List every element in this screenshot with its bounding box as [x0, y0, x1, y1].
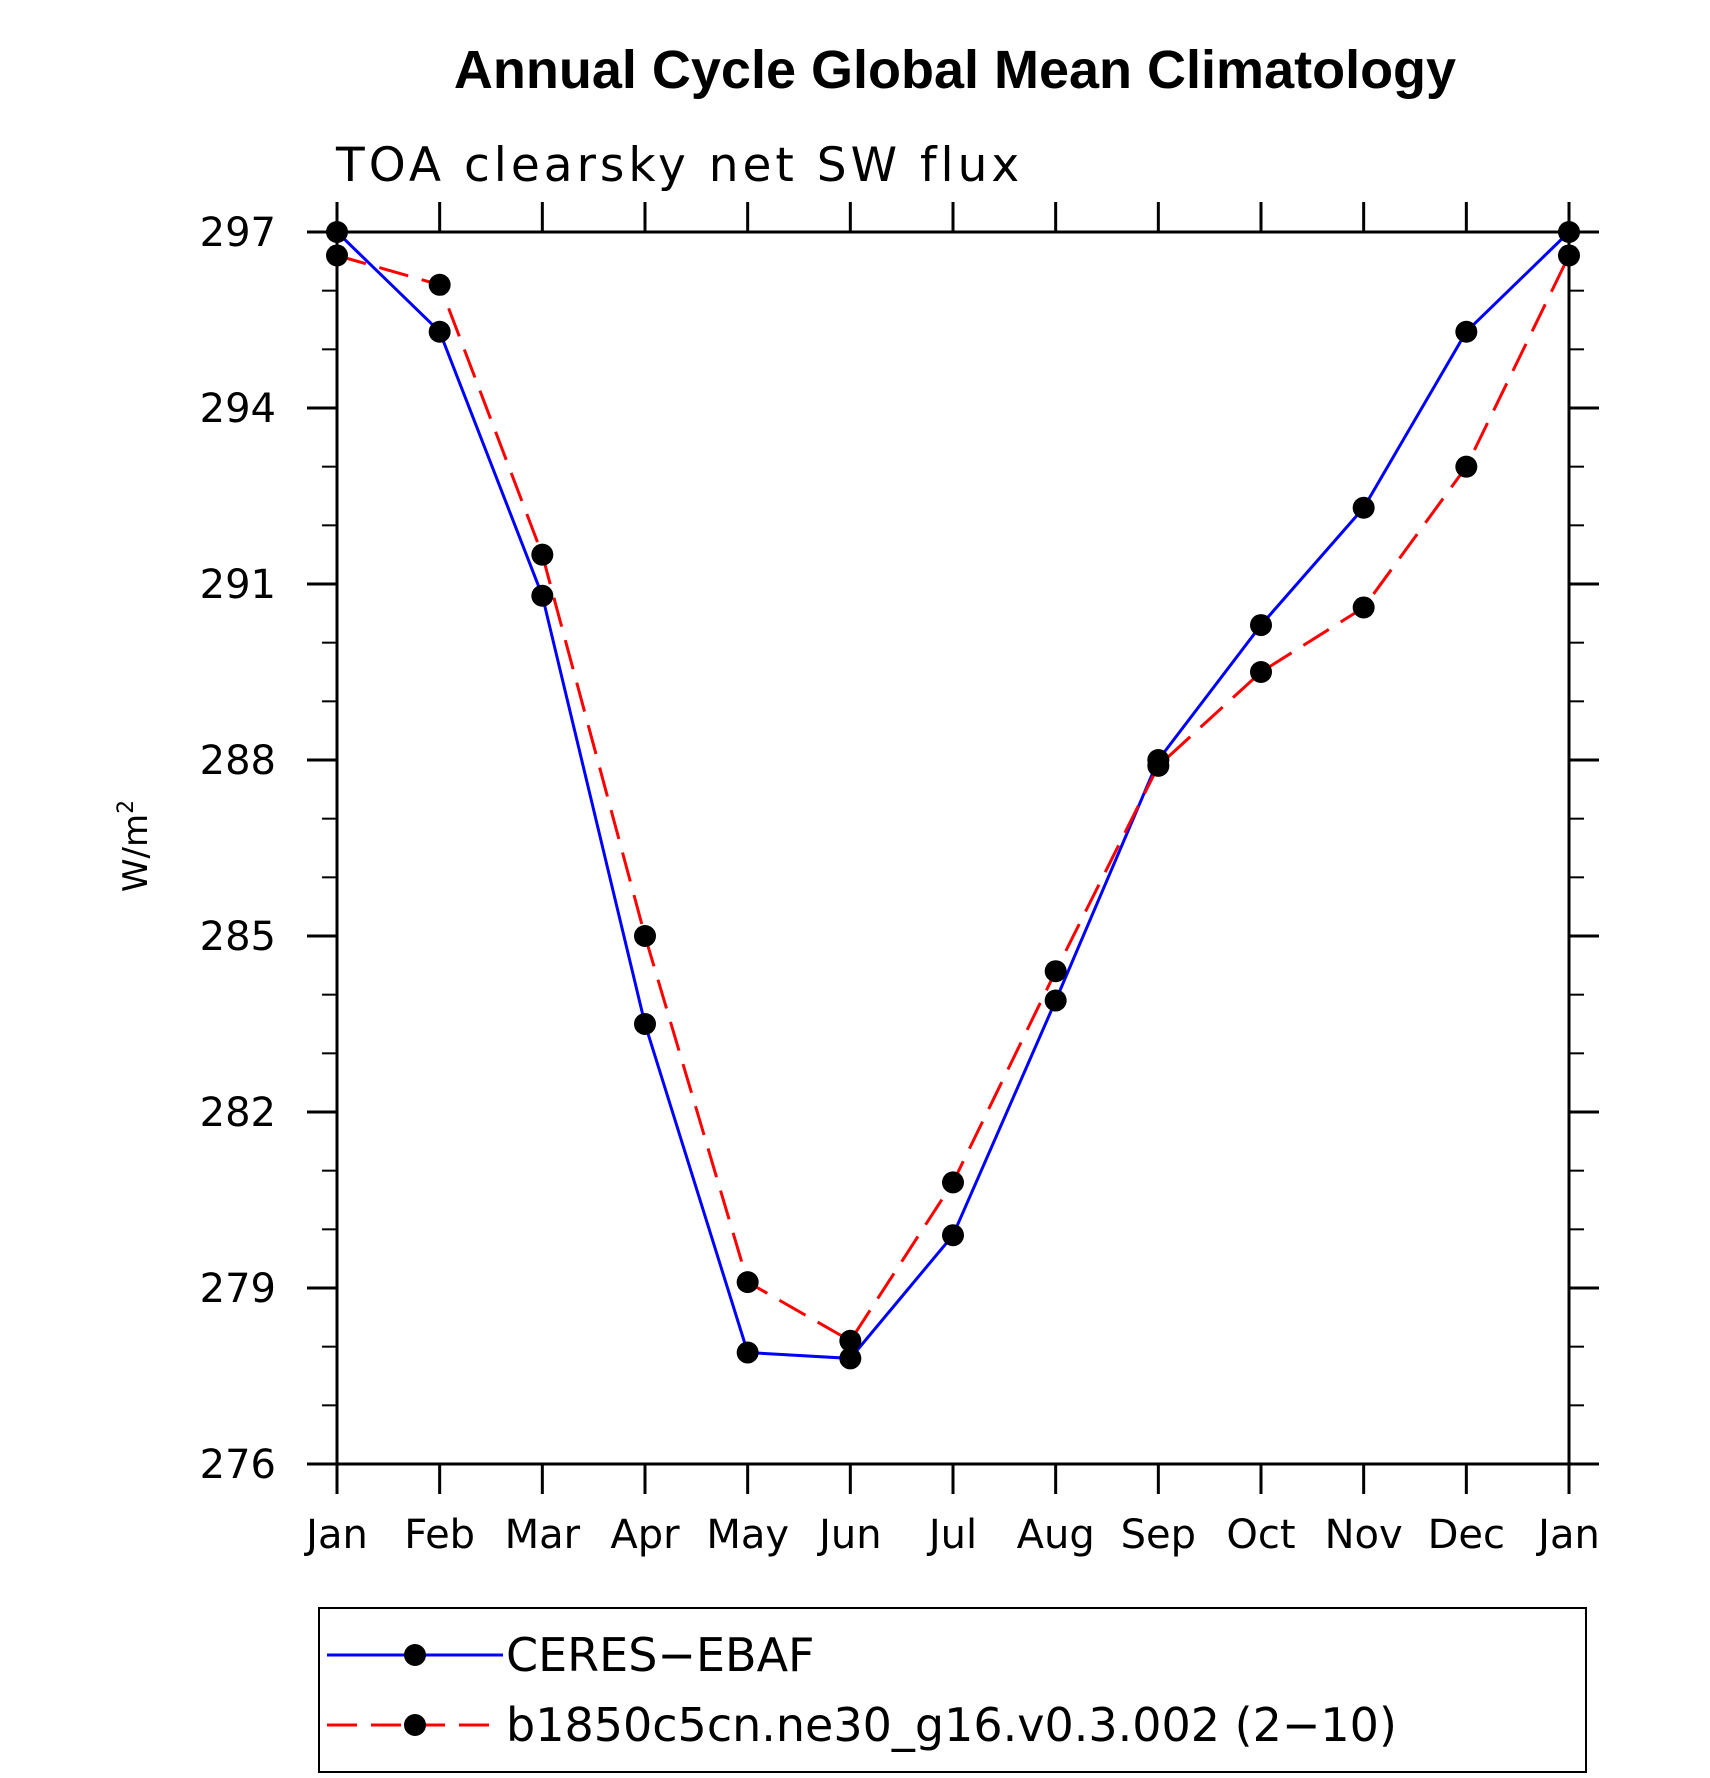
y-tick-label: 297: [200, 210, 276, 256]
x-tick-label: Nov: [1325, 1512, 1403, 1558]
chart-subtitle: TOA clearsky net SW flux: [335, 138, 1023, 193]
series-1-point: [1352, 496, 1375, 519]
series-1-point: [428, 320, 451, 343]
series-1-point: [942, 1224, 964, 1247]
x-tick-label: Jan: [303, 1512, 368, 1558]
tick-layer: Jan Feb Mar Apr May Jun Jul Aug Sep Oct Nov Dec Jan 2…: [200, 202, 1600, 1558]
series-2-point: [1558, 244, 1580, 267]
series-layer: [326, 221, 1580, 1370]
legend-marker-1: [404, 1644, 426, 1666]
series-1-point: [736, 1341, 759, 1364]
series-2-point: [942, 1171, 964, 1194]
series-2-point: [1147, 754, 1170, 777]
x-tick-label: Apr: [610, 1512, 680, 1558]
x-tick-label: May: [706, 1512, 789, 1558]
x-tick-label: Jan: [1535, 1512, 1600, 1558]
y-tick-label: 279: [200, 1266, 276, 1312]
series-1-point: [839, 1347, 862, 1370]
series-1-point: [634, 1013, 656, 1035]
series-1-point: [1455, 320, 1478, 343]
plot-frame: [335, 230, 1571, 1466]
x-tick-label: Oct: [1226, 1512, 1295, 1558]
legend-marker-2: [404, 1714, 426, 1736]
legend-label-1: CERES−EBAF: [506, 1628, 815, 1682]
y-axis-label-base: W/m: [116, 814, 156, 892]
x-tick-label: Dec: [1428, 1512, 1505, 1558]
legend: CERES−EBAF b1850c5cn.ne30_g16.v0.3.002 (2…: [327, 1628, 1397, 1752]
series-1-point: [1558, 221, 1580, 243]
series-1-point: [1250, 614, 1272, 637]
svg-text:W/m2: W/m2: [114, 800, 156, 892]
series-2-point: [326, 244, 348, 267]
series-2-point: [531, 543, 554, 566]
series-2-point: [1352, 596, 1375, 619]
y-axis-label-superscript: 2: [114, 800, 139, 814]
series-2-point: [736, 1271, 759, 1294]
y-tick-label: 291: [200, 562, 276, 608]
series-1-point: [1044, 989, 1067, 1012]
x-tick-label: Jun: [816, 1512, 882, 1558]
series-1-point: [531, 584, 554, 607]
x-tick-label: Jul: [926, 1512, 977, 1558]
series-2-point: [839, 1329, 862, 1352]
legend-box: [318, 1607, 1587, 1773]
legend-label-2: b1850c5cn.ne30_g16.v0.3.002 (2−10): [506, 1698, 1397, 1752]
x-tick-label: Aug: [1017, 1512, 1095, 1558]
series-1-point: [326, 221, 348, 243]
series-2-point: [634, 925, 656, 947]
x-tick-label: Sep: [1121, 1512, 1196, 1558]
series-2-point: [428, 273, 451, 296]
y-axis-label: W/m2: [114, 800, 156, 892]
y-tick-label: 294: [200, 386, 276, 432]
chart-title: Annual Cycle Global Mean Climatology: [454, 40, 1456, 100]
y-tick-label: 276: [200, 1442, 276, 1488]
x-tick-label: Mar: [505, 1512, 581, 1558]
y-tick-label: 288: [200, 738, 276, 784]
y-tick-label: 282: [200, 1090, 276, 1136]
y-tick-label: 285: [200, 914, 276, 960]
series-2-point: [1044, 960, 1067, 983]
series-2-point: [1455, 455, 1478, 478]
x-tick-label: Feb: [404, 1512, 475, 1558]
series-2-point: [1250, 661, 1272, 683]
